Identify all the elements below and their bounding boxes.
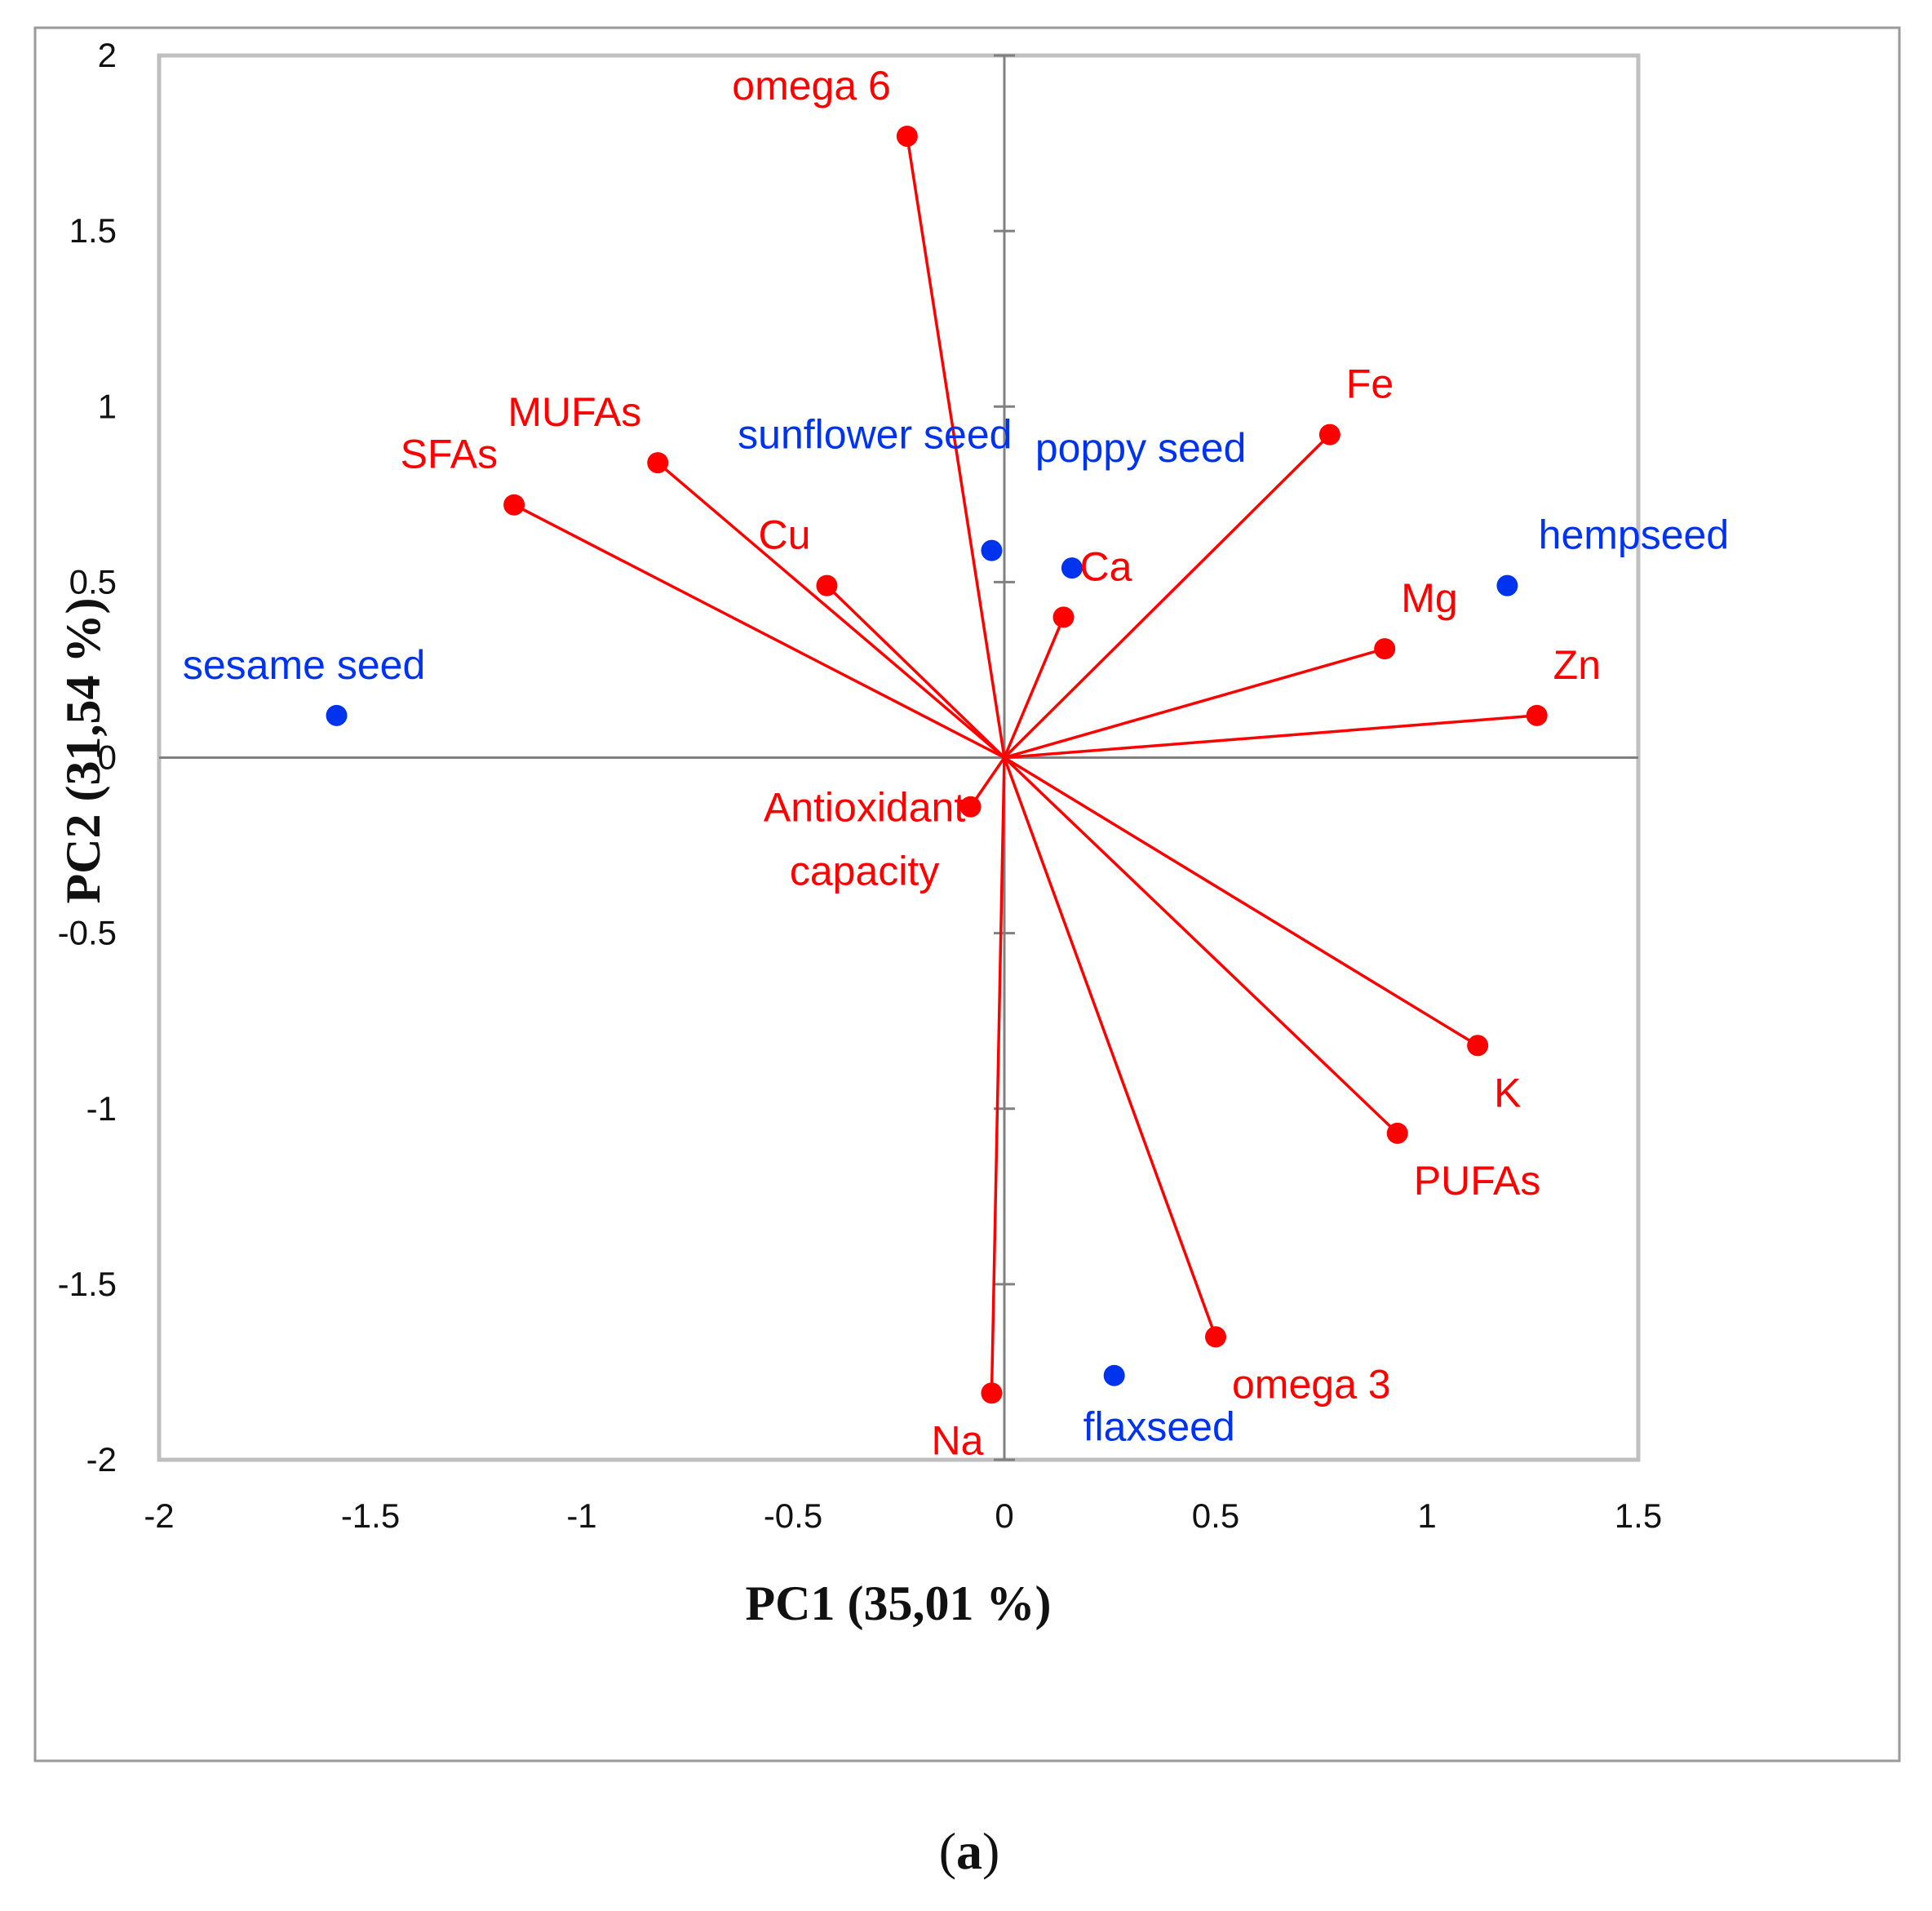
- loading-point: [1386, 1122, 1408, 1144]
- point-label: MUFAs: [507, 389, 641, 435]
- point-label: Zn: [1553, 642, 1601, 688]
- x-tick-label: 1: [1417, 1496, 1436, 1535]
- x-tick-label: 0: [995, 1496, 1013, 1535]
- y-tick-label: 0.5: [69, 562, 117, 601]
- point-label: Ca: [1080, 543, 1132, 589]
- point-label: SFAs: [401, 432, 498, 477]
- sample-point: [326, 704, 348, 726]
- loading-point: [1374, 638, 1396, 660]
- point-label: omega 3: [1232, 1361, 1391, 1407]
- x-tick-label: -1.5: [341, 1496, 400, 1535]
- loading-vector: [1004, 756, 1479, 1047]
- x-tick-label: -1: [566, 1496, 596, 1535]
- y-tick-labels: 2 1.5 1 0.5 0 -0.5 -1 -1.5 -2: [58, 36, 117, 1479]
- point-label: omega 6: [732, 63, 891, 109]
- loading-vector: [906, 135, 1006, 758]
- x-tick-label: -2: [144, 1496, 174, 1535]
- sample-label: flaxseed: [1083, 1404, 1235, 1450]
- figure-caption: (a): [939, 1822, 1000, 1880]
- point-label: Na: [932, 1417, 984, 1463]
- point-label: Antioxidant capacity: [764, 785, 965, 894]
- y-tick-label: 2: [98, 36, 117, 74]
- loading-vector: [513, 503, 1005, 760]
- sample-label: poppy seed: [1035, 425, 1247, 471]
- zero-axis-tick-marks: [994, 54, 1015, 1461]
- loading-point: [647, 452, 669, 474]
- loading-vector: [1004, 714, 1537, 760]
- loading-vector: [657, 461, 1006, 759]
- loading-point: [1052, 606, 1075, 628]
- x-tick-labels: -2 -1.5 -1 -0.5 0 0.5 1 1.5: [144, 1496, 1662, 1535]
- sample-label: sesame seed: [183, 642, 425, 688]
- y-tick-label: -1: [86, 1089, 117, 1128]
- x-tick-label: -0.5: [764, 1496, 822, 1535]
- loading-vector: [1003, 433, 1332, 759]
- figure-border: [33, 26, 1901, 1762]
- point-label: Fe: [1346, 361, 1394, 407]
- loading-point: [959, 796, 982, 818]
- point-label: Mg: [1401, 575, 1457, 621]
- loading-point: [981, 1382, 1003, 1404]
- loading-point: [816, 574, 838, 596]
- sample-point: [1103, 1364, 1125, 1386]
- sample-point: [1496, 574, 1518, 596]
- loading-vector: [1003, 616, 1066, 759]
- loading-vector: [826, 584, 1006, 759]
- loading-point: [896, 125, 918, 147]
- sample-label: hempseed: [1539, 512, 1730, 558]
- point-label: Cu: [759, 512, 811, 558]
- loading-point: [1318, 423, 1340, 446]
- loading-point: [1526, 704, 1548, 726]
- loading-vector: [1003, 756, 1398, 1135]
- loading-point: [503, 494, 525, 516]
- sample-points: [326, 539, 1518, 1386]
- x-tick-label: 1.5: [1615, 1496, 1662, 1535]
- x-axis-title: PC1 (35,01 %): [746, 1576, 1052, 1630]
- loading-vector: [1003, 756, 1217, 1338]
- loading-point: [1205, 1326, 1226, 1348]
- loading-points: [503, 125, 1548, 1404]
- y-axis-title: PC2 (31,54 %): [56, 598, 110, 904]
- y-tick-label: -1.5: [58, 1265, 117, 1303]
- point-label: PUFAs: [1414, 1158, 1541, 1204]
- y-tick-label: -0.5: [58, 914, 117, 952]
- sample-label: sunflower seed: [738, 412, 1012, 458]
- y-tick-label: 1.5: [69, 211, 117, 250]
- y-tick-label: 1: [98, 387, 117, 425]
- y-tick-label: -2: [86, 1440, 117, 1479]
- sample-point: [981, 539, 1003, 561]
- sample-point: [1061, 557, 1083, 579]
- loading-vector-lines: [513, 135, 1537, 1394]
- y-tick-label: 0: [98, 738, 117, 777]
- loading-vector: [990, 757, 1006, 1394]
- loading-point: [1467, 1035, 1489, 1057]
- loading-vector: [1004, 647, 1385, 760]
- point-label: K: [1494, 1070, 1521, 1115]
- x-tick-label: 0.5: [1192, 1496, 1239, 1535]
